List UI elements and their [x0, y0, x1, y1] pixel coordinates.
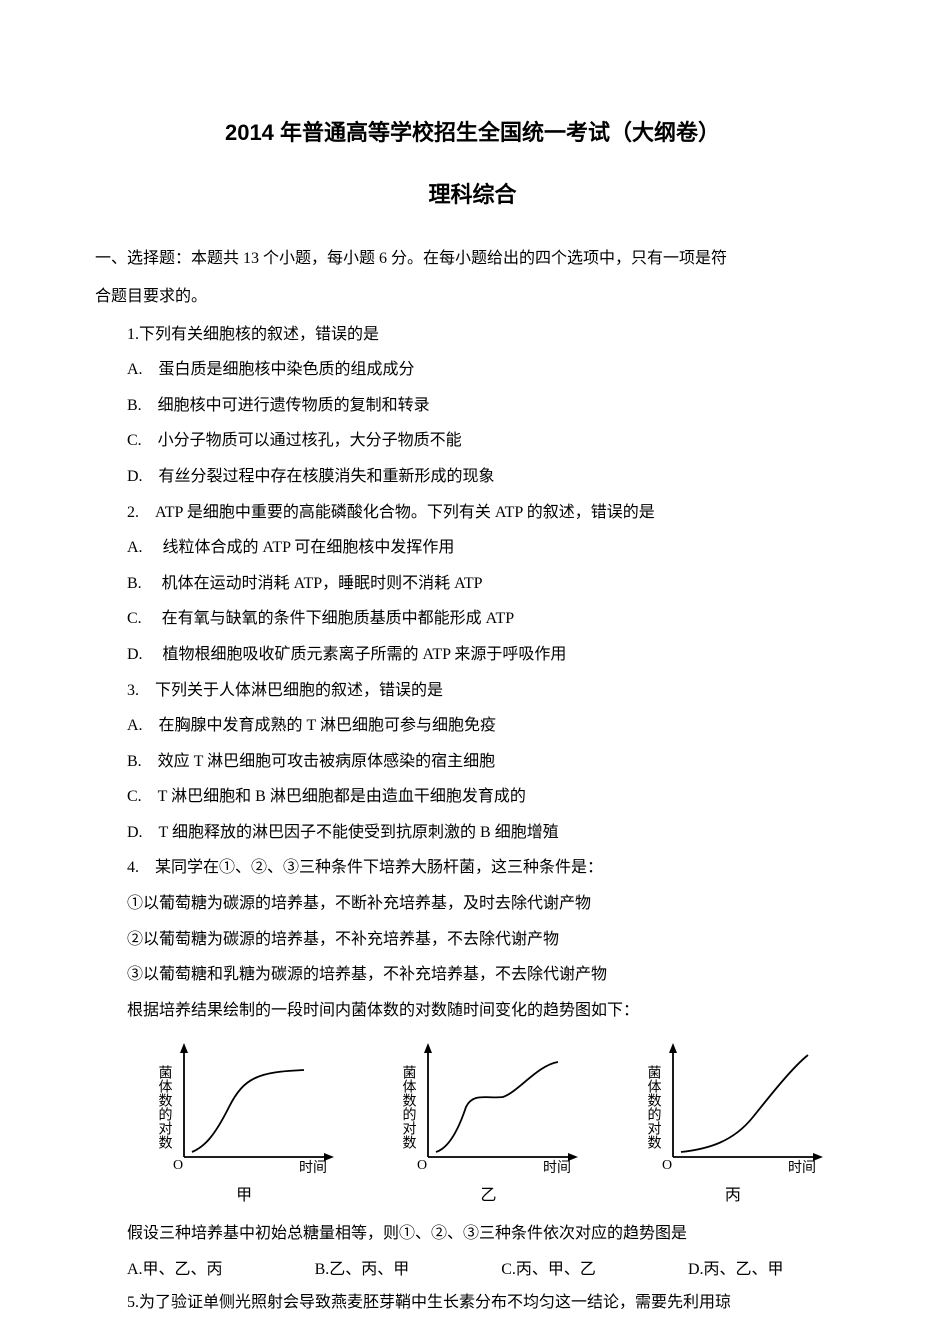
chart-a: 菌体数的对数 O 时间 — [144, 1037, 344, 1177]
chart-b: 菌体数的对数 O 时间 — [388, 1037, 588, 1177]
q4-cond2: ②以葡萄糖为碳源的培养基，不补充培养基，不去除代谢产物 — [95, 923, 850, 957]
chart-c-origin: O — [662, 1158, 672, 1173]
page-subtitle: 理科综合 — [95, 172, 850, 218]
chart-c-curve — [681, 1055, 808, 1152]
q3-stem: 3. 下列关于人体淋巴细胞的叙述，错误的是 — [95, 674, 850, 708]
chart-a-origin: O — [173, 1158, 183, 1173]
q2-option-c: C. 在有氧与缺氧的条件下细胞质基质中都能形成 ATP — [95, 602, 850, 636]
section-header-line2: 合题目要求的。 — [95, 280, 850, 314]
q4-cond3: ③以葡萄糖和乳糖为碳源的培养基，不补充培养基，不去除代谢产物 — [95, 958, 850, 992]
chart-a-yarrow — [180, 1043, 188, 1053]
chart-b-yarrow — [424, 1043, 432, 1053]
chart-b-wrap: 菌体数的对数 O 时间 乙 — [371, 1037, 605, 1213]
chart-b-xarrow — [568, 1153, 578, 1161]
q4-stem: 4. 某同学在①、②、③三种条件下培养大肠杆菌，这三种条件是： — [95, 851, 850, 885]
q2-option-b: B. 机体在运动时消耗 ATP，睡眠时则不消耗 ATP — [95, 567, 850, 601]
chart-b-ylabel: 菌体数的对数 — [401, 1065, 417, 1149]
q4-option-d: D.丙、乙、甲 — [656, 1253, 784, 1287]
q2-option-a: A. 线粒体合成的 ATP 可在细胞核中发挥作用 — [95, 531, 850, 565]
q1-option-d: D. 有丝分裂过程中存在核膜消失和重新形成的现象 — [95, 460, 850, 494]
section-header-line1: 一、选择题：本题共 13 个小题，每小题 6 分。在每小题给出的四个选项中，只有… — [95, 242, 850, 276]
chart-c-xarrow — [813, 1153, 823, 1161]
q2-option-d: D. 植物根细胞吸收矿质元素离子所需的 ATP 来源于呼吸作用 — [95, 638, 850, 672]
q1-stem: 1.下列有关细胞核的叙述，错误的是 — [95, 318, 850, 352]
q3-option-b: B. 效应 T 淋巴细胞可攻击被病原体感染的宿主细胞 — [95, 745, 850, 779]
q1-option-b: B. 细胞核中可进行遗传物质的复制和转录 — [95, 389, 850, 423]
q1-option-c: C. 小分子物质可以通过核孔，大分子物质不能 — [95, 424, 850, 458]
q4-option-c: C.丙、甲、乙 — [469, 1253, 596, 1287]
page-title: 2014 年普通高等学校招生全国统一考试（大纲卷） — [95, 110, 850, 156]
q4-conclude: 假设三种培养基中初始总糖量相等，则①、②、③三种条件依次对应的趋势图是 — [95, 1217, 850, 1251]
chart-a-wrap: 菌体数的对数 O 时间 甲 — [127, 1037, 361, 1213]
q4-aftercond: 根据培养结果绘制的一段时间内菌体数的对数随时间变化的趋势图如下： — [95, 994, 850, 1028]
chart-a-label: 甲 — [127, 1179, 361, 1213]
q2-stem: 2. ATP 是细胞中重要的高能磷酸化合物。下列有关 ATP 的叙述，错误的是 — [95, 496, 850, 530]
chart-c-wrap: 菌体数的对数 O 时间 丙 — [616, 1037, 850, 1213]
chart-a-xlabel: 时间 — [299, 1160, 327, 1176]
chart-b-origin: O — [417, 1158, 427, 1173]
chart-c-ylabel: 菌体数的对数 — [645, 1065, 661, 1149]
chart-b-curve — [436, 1062, 558, 1152]
charts-row: 菌体数的对数 O 时间 甲 菌体数的对数 O 时间 乙 菌体数的对数 — [127, 1037, 850, 1213]
q3-option-a: A. 在胸腺中发育成熟的 T 淋巴细胞可参与细胞免疫 — [95, 709, 850, 743]
chart-c: 菌体数的对数 O 时间 — [633, 1037, 833, 1177]
q3-option-d: D. T 细胞释放的淋巴因子不能使受到抗原刺激的 B 细胞增殖 — [95, 816, 850, 850]
chart-b-label: 乙 — [371, 1179, 605, 1213]
chart-a-xarrow — [324, 1153, 334, 1161]
q4-cond1: ①以葡萄糖为碳源的培养基，不断补充培养基，及时去除代谢产物 — [95, 887, 850, 921]
chart-c-yarrow — [669, 1043, 677, 1053]
chart-a-ylabel: 菌体数的对数 — [157, 1065, 173, 1149]
q5-stem: 5.为了验证单侧光照射会导致燕麦胚芽鞘中生长素分布不均匀这一结论，需要先利用琼 — [95, 1286, 850, 1320]
chart-c-xlabel: 时间 — [788, 1160, 816, 1176]
chart-c-label: 丙 — [616, 1179, 850, 1213]
q1-option-a: A. 蛋白质是细胞核中染色质的组成成分 — [95, 353, 850, 387]
chart-b-xlabel: 时间 — [543, 1160, 571, 1176]
q4-option-b: B.乙、丙、甲 — [283, 1253, 410, 1287]
q3-option-c: C. T 淋巴细胞和 B 淋巴细胞都是由造血干细胞发育成的 — [95, 780, 850, 814]
q4-option-a: A.甲、乙、丙 — [95, 1253, 223, 1287]
chart-a-curve — [192, 1070, 304, 1152]
q4-options-row: A.甲、乙、丙 B.乙、丙、甲 C.丙、甲、乙 D.丙、乙、甲 — [95, 1253, 850, 1287]
